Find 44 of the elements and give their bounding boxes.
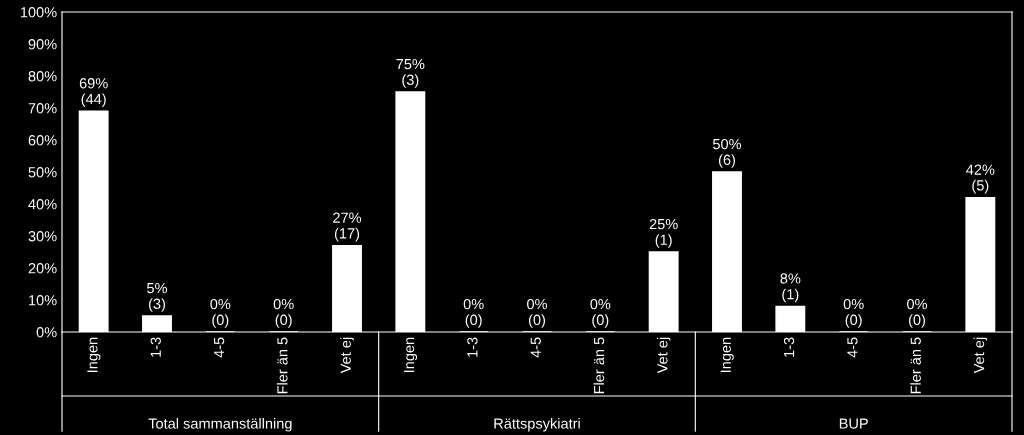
text: Total sammanställning — [148, 418, 292, 432]
y-tick-label: 0% — [36, 327, 57, 338]
y-tick-label: 100% — [20, 7, 57, 18]
data-label: 0% (0) — [273, 298, 294, 328]
x-tick-label: 1-3 — [783, 337, 795, 357]
x-tick-label: Vet ej — [340, 337, 354, 374]
y-tick-label: 90% — [28, 39, 57, 50]
data-label: 0% (0) — [210, 298, 231, 328]
x-tick-label: Ingen — [87, 337, 101, 372]
text: Rättspsykiatri — [494, 418, 580, 432]
x-tick-label: 4-5 — [530, 337, 541, 358]
x-tick-label: 1-3 — [467, 337, 478, 357]
data-label: 50% (6) — [712, 138, 742, 168]
x-tick-label: 4-5 — [214, 337, 225, 358]
data-label: 8% (1) — [780, 273, 801, 303]
x-tick-label: Ingen — [404, 337, 418, 372]
data-label: 75% (3) — [396, 58, 425, 88]
data-label: 0% (0) — [907, 298, 928, 328]
y-tick-label: 50% — [28, 167, 57, 178]
y-tick-label: 60% — [28, 135, 57, 146]
data-label: 5% (3) — [147, 282, 168, 312]
x-tick-label: 1-3 — [150, 337, 161, 357]
x-tick-label: Fler än 5 — [910, 337, 921, 394]
y-tick-label: 70% — [28, 103, 57, 114]
y-tick-label: 80% — [28, 71, 57, 82]
y-tick-label: 10% — [29, 295, 57, 306]
x-tick-label: Fler än 5 — [593, 337, 605, 394]
y-tick-label: 20% — [28, 263, 57, 274]
data-label: 25% (1) — [649, 218, 678, 248]
x-tick-label: Ingen — [720, 337, 734, 372]
data-label: 69% (44) — [79, 78, 108, 108]
x-tick-label: Vet ej — [973, 337, 988, 374]
x-tick-label: Fler än 5 — [276, 337, 288, 394]
text: BUP — [839, 418, 868, 429]
y-tick-label: 30% — [28, 231, 57, 242]
data-label: 0% (0) — [527, 298, 548, 328]
data-label: 27% (17) — [333, 212, 362, 242]
y-tick-label: 40% — [28, 199, 57, 210]
data-label: 0% (0) — [463, 298, 484, 328]
x-tick-label: Vet ej — [656, 337, 671, 374]
data-label: 0% (0) — [843, 298, 864, 328]
data-label: 0% (0) — [590, 298, 611, 328]
data-label: 42% (5) — [966, 164, 995, 194]
x-tick-label: 4-5 — [847, 337, 858, 358]
